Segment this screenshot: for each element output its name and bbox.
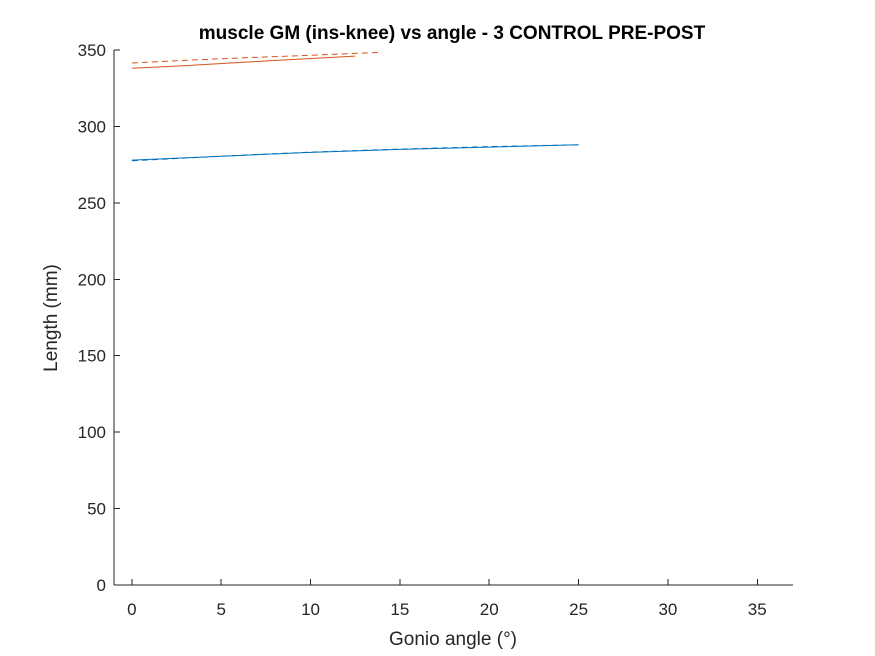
series-line-1 (131, 144, 579, 161)
y-tick-label: 300 (78, 117, 106, 136)
x-tick-label: 30 (658, 600, 677, 619)
series-line-3 (131, 55, 356, 69)
x-tick-label: 35 (748, 600, 767, 619)
y-tick-label: 0 (97, 576, 106, 595)
x-tick-label: 25 (569, 600, 588, 619)
y-ticks: 0 50 100 150 200 250 300 350 (78, 41, 120, 595)
y-tick-label: 150 (78, 347, 106, 366)
x-ticks: 0 5 10 15 20 25 30 35 (127, 579, 767, 619)
y-axis-title: Length (mm) (41, 264, 62, 372)
x-tick-label: 10 (301, 600, 320, 619)
x-tick-label: 5 (216, 600, 225, 619)
y-tick-label: 350 (78, 41, 106, 60)
y-tick-label: 200 (78, 270, 106, 289)
x-axis-title: Gonio angle (°) (389, 629, 517, 650)
x-tick-label: 0 (127, 600, 136, 619)
x-tick-label: 15 (390, 600, 409, 619)
series-layer (131, 51, 579, 162)
x-tick-label: 20 (480, 600, 499, 619)
chart-title: muscle GM (ins-knee) vs angle - 3 CONTRO… (199, 23, 706, 44)
y-tick-label: 250 (78, 194, 106, 213)
series-line-4 (131, 51, 383, 64)
y-tick-label: 100 (78, 423, 106, 442)
y-tick-label: 50 (87, 500, 106, 519)
series-line-2 (131, 144, 579, 162)
